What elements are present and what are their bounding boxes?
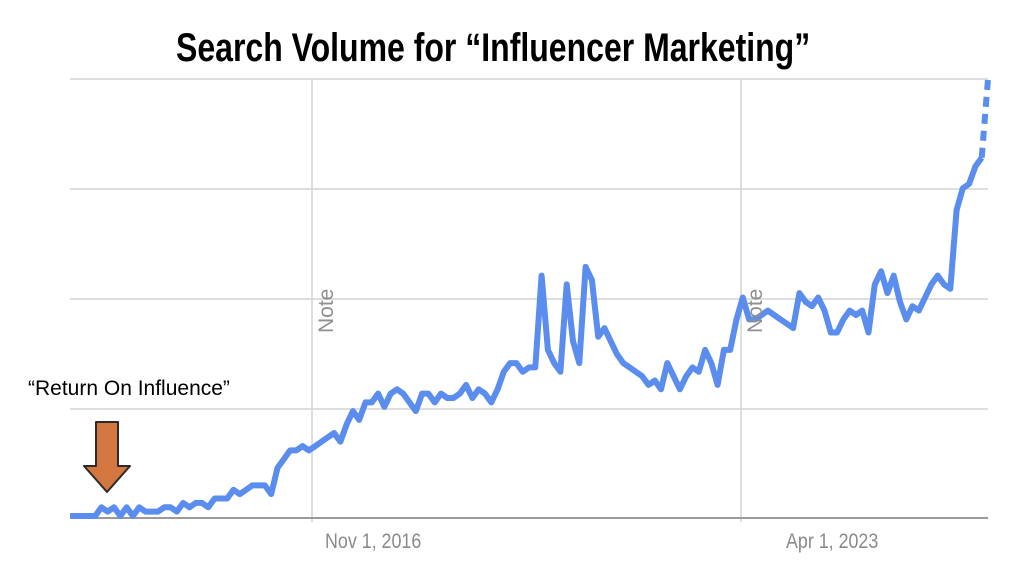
- series-line: [70, 155, 985, 519]
- x-tick-label: Apr 1, 2023: [786, 530, 879, 553]
- arrow-down-icon: [83, 421, 131, 493]
- series-projection: [978, 78, 991, 158]
- chart-title: Search Volume for “Influencer Marketing”: [176, 26, 811, 70]
- gridlines: [70, 78, 988, 410]
- chart-title-wrap: Search Volume for “Influencer Marketing”: [176, 28, 969, 68]
- note-label: Note: [744, 288, 767, 333]
- x-tick-label: Nov 1, 2016: [325, 530, 422, 553]
- note-label: Note: [315, 288, 338, 333]
- note-lines: [311, 79, 742, 522]
- annotation-label: “Return On Influence”: [28, 377, 230, 400]
